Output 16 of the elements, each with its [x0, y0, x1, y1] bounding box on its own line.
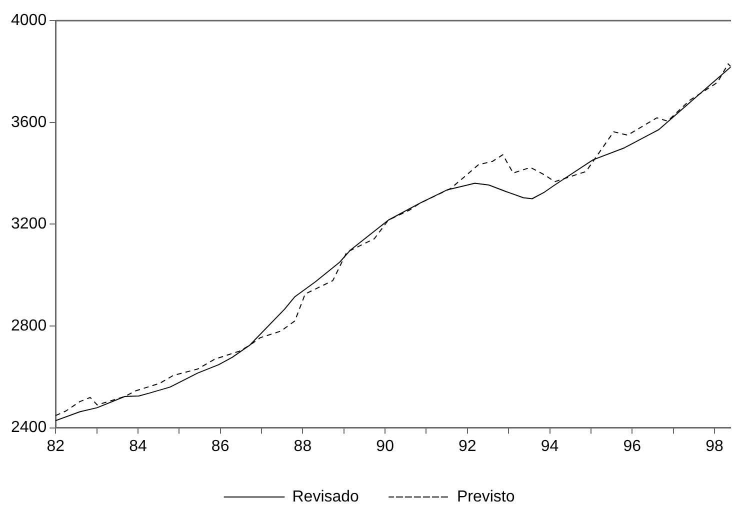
x-tick-label: 88	[294, 438, 312, 455]
x-tick-label: 86	[211, 438, 230, 455]
legend-label: Previsto	[456, 488, 515, 506]
x-tick-label: 98	[706, 438, 724, 455]
y-tick-label: 2400	[11, 419, 47, 436]
x-tick-label: 92	[458, 438, 476, 455]
x-tick-label: 90	[376, 438, 394, 455]
legend-label: Revisado	[292, 488, 360, 506]
x-tick-label: 82	[46, 438, 65, 455]
y-tick-label: 4000	[11, 12, 47, 30]
x-tick-label: 84	[129, 438, 147, 455]
y-tick-label: 3600	[11, 114, 47, 131]
x-tick-label: 94	[540, 438, 559, 455]
y-tick-label: 3200	[11, 216, 47, 233]
x-tick-label: 96	[623, 438, 642, 455]
y-tick-label: 2800	[11, 317, 47, 334]
